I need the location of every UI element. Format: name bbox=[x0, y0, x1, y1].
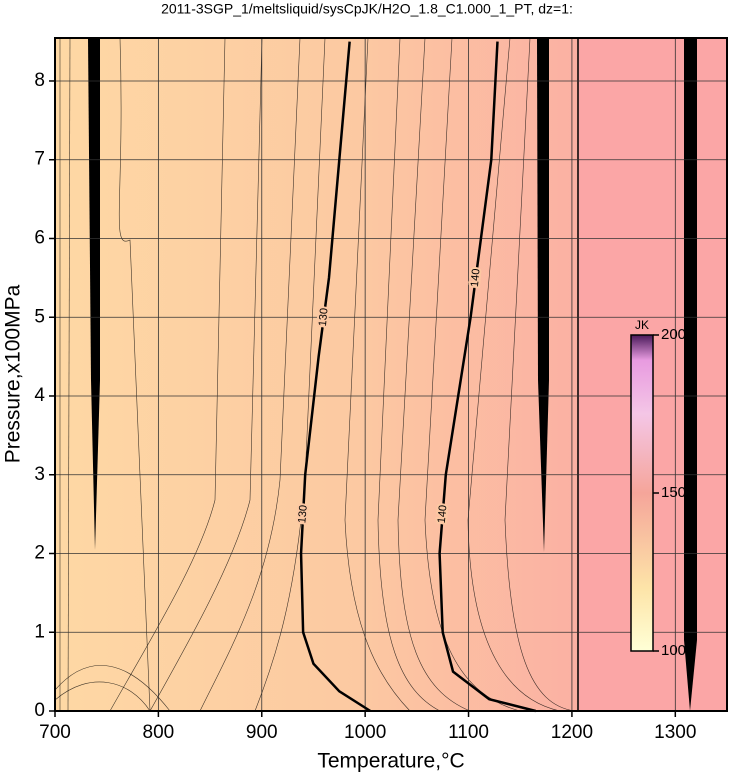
contour-label: 130 bbox=[296, 504, 310, 523]
contour-label: 140 bbox=[436, 504, 450, 523]
contour-label: 130 bbox=[317, 308, 331, 327]
contours: 130 130 140 140 bbox=[294, 41, 537, 713]
y-tick-label: 1 bbox=[34, 621, 45, 642]
colorbar-tick-label: 100 bbox=[661, 642, 686, 659]
colorbar-label: JK bbox=[635, 318, 649, 332]
colorbar-tick-label: 150 bbox=[661, 484, 686, 501]
y-tick-label: 4 bbox=[34, 385, 45, 406]
y-tick-label: 3 bbox=[34, 464, 45, 485]
y-tick-label: 5 bbox=[34, 306, 45, 327]
y-tick-label: 0 bbox=[34, 700, 45, 721]
x-tick-label: 900 bbox=[246, 722, 278, 743]
x-tick-label: 1300 bbox=[654, 722, 696, 743]
contour-line bbox=[299, 41, 371, 713]
contour-label: 140 bbox=[469, 268, 483, 287]
y-tick-label: 7 bbox=[34, 149, 45, 170]
dense-contours bbox=[88, 38, 100, 550]
y-axis-label: Pressure,x100MPa bbox=[2, 284, 25, 463]
colorbar-ticks: 100 150 200 bbox=[653, 326, 686, 659]
x-tick-label: 800 bbox=[143, 722, 175, 743]
colorbar bbox=[630, 334, 654, 652]
plot-frame bbox=[54, 37, 728, 712]
colorbar-tick-label: 200 bbox=[661, 326, 686, 343]
x-tick-label: 1100 bbox=[448, 722, 489, 743]
dense-contours bbox=[537, 38, 549, 552]
x-tick-label: 1000 bbox=[344, 722, 386, 743]
x-axis-label: Temperature,°C bbox=[317, 750, 464, 773]
chart-title: 2011-3SGP_1/meltsliquid/sysCpJK/H2O_1.8_… bbox=[161, 1, 573, 17]
contour-line bbox=[438, 41, 537, 713]
x-tick-label: 700 bbox=[39, 722, 71, 743]
dense-contours bbox=[684, 38, 697, 711]
grid bbox=[54, 38, 727, 712]
y-tick-label: 8 bbox=[34, 70, 45, 91]
x-tick-label: 1200 bbox=[551, 722, 593, 743]
y-tick-label: 2 bbox=[34, 543, 45, 564]
y-tick-label: 6 bbox=[34, 227, 45, 248]
